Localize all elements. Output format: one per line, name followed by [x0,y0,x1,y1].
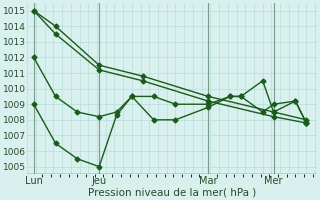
X-axis label: Pression niveau de la mer( hPa ): Pression niveau de la mer( hPa ) [88,187,256,197]
